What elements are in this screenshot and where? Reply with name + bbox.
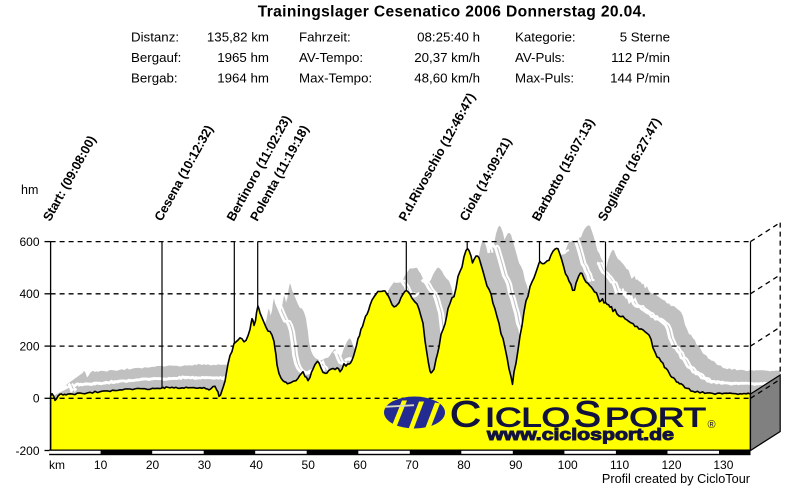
svg-text:80: 80 bbox=[457, 458, 471, 472]
svg-text:600: 600 bbox=[19, 235, 39, 249]
svg-text:60: 60 bbox=[353, 458, 367, 472]
svg-text:hm: hm bbox=[21, 183, 38, 197]
svg-text:0: 0 bbox=[33, 392, 40, 406]
svg-text:ICLO: ICLO bbox=[485, 403, 570, 433]
svg-text:km: km bbox=[49, 458, 65, 472]
svg-text:Max-Tempo:: Max-Tempo: bbox=[299, 71, 372, 86]
svg-text:144 P/min: 144 P/min bbox=[610, 71, 670, 86]
svg-text:AV-Tempo:: AV-Tempo: bbox=[299, 50, 363, 65]
svg-text:Distanz:: Distanz: bbox=[131, 30, 179, 45]
svg-text:-200: -200 bbox=[15, 444, 39, 458]
svg-text:120: 120 bbox=[661, 458, 681, 472]
svg-text:www.ciclosport.de: www.ciclosport.de bbox=[486, 425, 674, 444]
svg-text:Bergab:: Bergab: bbox=[131, 71, 178, 86]
svg-text:AV-Puls:: AV-Puls: bbox=[515, 50, 565, 65]
svg-text:Max-Puls:: Max-Puls: bbox=[515, 71, 574, 86]
svg-text:135,82 km: 135,82 km bbox=[207, 30, 269, 45]
svg-text:100: 100 bbox=[558, 458, 578, 472]
svg-text:Profil created by CicloTour: Profil created by CicloTour bbox=[602, 472, 751, 486]
svg-text:PORT: PORT bbox=[605, 403, 706, 433]
svg-text:C: C bbox=[450, 394, 481, 435]
svg-text:Fahrzeit:: Fahrzeit: bbox=[299, 30, 351, 45]
svg-text:Kategorie:: Kategorie: bbox=[515, 30, 576, 45]
svg-text:1964 hm: 1964 hm bbox=[217, 71, 269, 86]
svg-text:112 P/min: 112 P/min bbox=[611, 50, 670, 65]
svg-text:400: 400 bbox=[19, 287, 39, 301]
svg-text:®: ® bbox=[708, 419, 716, 431]
svg-text:200: 200 bbox=[19, 339, 39, 353]
svg-text:S: S bbox=[574, 394, 601, 435]
svg-text:Trainingslager Cesenatico 2006: Trainingslager Cesenatico 2006 Donnersta… bbox=[258, 4, 647, 21]
svg-text:30: 30 bbox=[198, 458, 212, 472]
svg-text:48,60 km/h: 48,60 km/h bbox=[414, 71, 480, 86]
svg-text:Bergauf:: Bergauf: bbox=[131, 50, 181, 65]
svg-text:110: 110 bbox=[610, 458, 629, 472]
svg-text:20: 20 bbox=[146, 458, 160, 472]
svg-text:1965 hm: 1965 hm bbox=[217, 50, 269, 65]
svg-text:20,37 km/h: 20,37 km/h bbox=[414, 50, 480, 65]
svg-text:5 Sterne: 5 Sterne bbox=[620, 30, 670, 45]
svg-text:90: 90 bbox=[509, 458, 523, 472]
svg-text:70: 70 bbox=[405, 458, 419, 472]
svg-text:08:25:40 h: 08:25:40 h bbox=[417, 30, 480, 45]
svg-text:40: 40 bbox=[250, 458, 264, 472]
svg-text:130: 130 bbox=[713, 458, 733, 472]
svg-text:50: 50 bbox=[302, 458, 316, 472]
svg-text:10: 10 bbox=[94, 458, 108, 472]
